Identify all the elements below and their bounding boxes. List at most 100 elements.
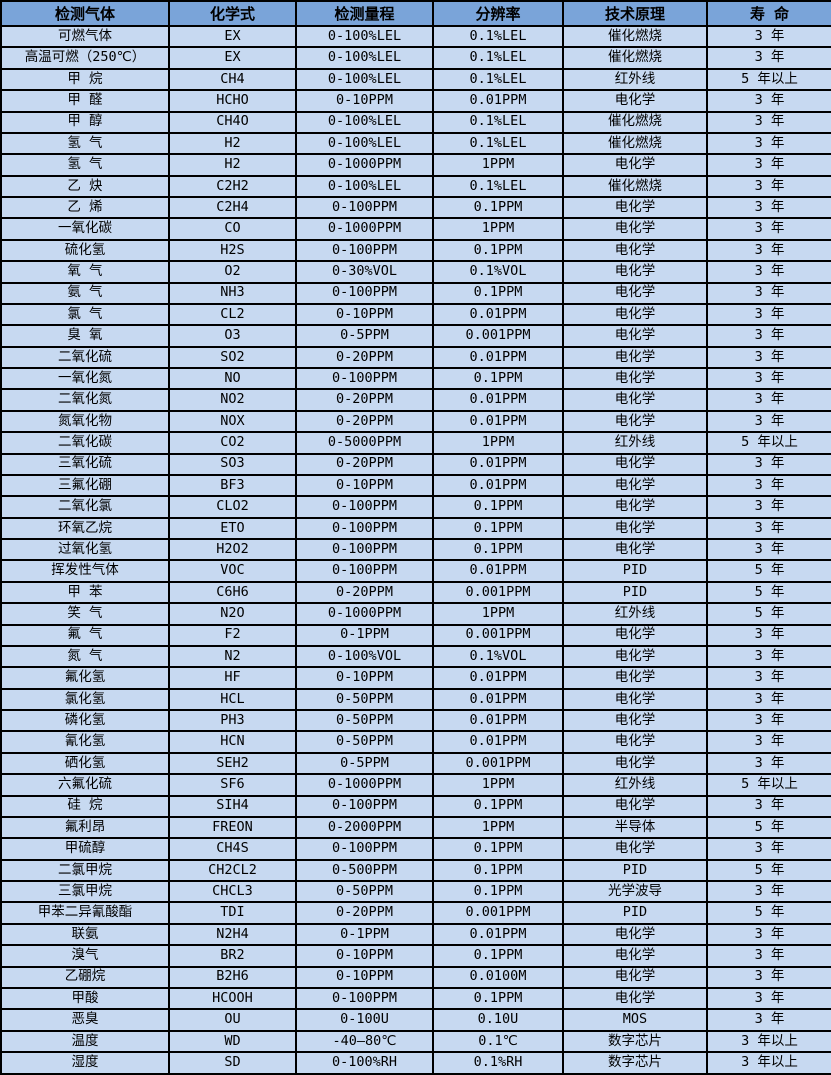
table-row: 三氧化硫 SO3 0-20PPM 0.01PPM 电化学 3 年: [0, 452, 831, 476]
table-row: 联氨 N2H4 0-1PPM 0.01PPM 电化学 3 年: [0, 922, 831, 947]
cell-range: 0-20PPM: [295, 580, 434, 605]
cell-resolution: 0.001PPM: [432, 324, 564, 348]
cell-resolution: 0.1PPM: [432, 281, 564, 305]
cell-lifespan: 5 年以上: [706, 67, 831, 92]
cell-formula: N2O: [168, 602, 297, 626]
cell-lifespan: 3 年: [706, 837, 831, 861]
cell-lifespan: 3 年: [706, 260, 831, 284]
cell-resolution: 0.1%VOL: [432, 260, 564, 284]
cell-resolution: 0.10U: [432, 1008, 564, 1032]
cell-range: 0-500PPM: [295, 858, 434, 883]
table-row: 挥发性气体 VOC 0-100PPM 0.01PPM PID 5 年: [0, 559, 831, 583]
table-body: 可燃气体 EX 0-100%LEL 0.1%LEL 催化燃烧 3 年高温可燃（250℃） E…: [0, 24, 831, 1075]
cell-gas: 氨 气: [0, 281, 170, 305]
cell-lifespan: 3 年: [706, 131, 831, 156]
cell-gas: 二氯甲烷: [0, 858, 170, 883]
cell-gas: 氯 气: [0, 302, 170, 327]
cell-formula: FREON: [168, 815, 297, 840]
cell-formula: HCHO: [168, 89, 297, 113]
cell-principle: 电化学: [562, 537, 708, 562]
cell-gas: 臭 氧: [0, 324, 170, 348]
cell-resolution: 0.01PPM: [432, 452, 564, 476]
cell-lifespan: 3 年: [706, 879, 831, 904]
cell-formula: CO: [168, 217, 297, 241]
cell-lifespan: 3 年: [706, 217, 831, 241]
table-row: 高温可燃（250℃） EX 0-100%LEL 0.1%LEL 催化燃烧 3 年: [0, 46, 831, 70]
cell-principle: 数字芯片: [562, 1029, 708, 1054]
cell-formula: SD: [168, 1051, 297, 1075]
cell-resolution: 0.01PPM: [432, 687, 564, 712]
cell-resolution: 0.0100M: [432, 965, 564, 989]
cell-principle: 电化学: [562, 837, 708, 861]
cell-lifespan: 3 年: [706, 687, 831, 712]
cell-resolution: 0.1PPM: [432, 537, 564, 562]
cell-principle: 电化学: [562, 452, 708, 476]
cell-formula: BF3: [168, 473, 297, 498]
cell-lifespan: 5 年: [706, 901, 831, 925]
cell-resolution: 0.1PPM: [432, 879, 564, 904]
cell-lifespan: 3 年: [706, 302, 831, 327]
column-header-gas: 检测气体: [0, 0, 170, 27]
cell-range: 0-100%LEL: [295, 131, 434, 156]
cell-principle: 电化学: [562, 986, 708, 1011]
cell-principle: 电化学: [562, 281, 708, 305]
cell-lifespan: 3 年: [706, 281, 831, 305]
cell-resolution: 0.1%LEL: [432, 131, 564, 156]
cell-gas: 乙硼烷: [0, 965, 170, 989]
cell-range: 0-10PPM: [295, 944, 434, 968]
cell-range: 0-100PPM: [295, 495, 434, 519]
cell-resolution: 1PPM: [432, 431, 564, 455]
table-row: 乙 炔 C2H2 0-100%LEL 0.1%LEL 催化燃烧 3 年: [0, 174, 831, 199]
cell-gas: 硅 烷: [0, 794, 170, 818]
cell-principle: 电化学: [562, 195, 708, 220]
cell-resolution: 0.1PPM: [432, 366, 564, 391]
column-header-principle: 技术原理: [562, 0, 708, 27]
cell-formula: C2H4: [168, 195, 297, 220]
cell-resolution: 1PPM: [432, 217, 564, 241]
cell-range: 0-100%LEL: [295, 110, 434, 134]
table-row: 溴气 BR2 0-10PPM 0.1PPM 电化学 3 年: [0, 944, 831, 968]
cell-range: 0-10PPM: [295, 302, 434, 327]
cell-lifespan: 3 年: [706, 537, 831, 562]
cell-range: 0-5000PPM: [295, 431, 434, 455]
table-row: 氯 气 CL2 0-10PPM 0.01PPM 电化学 3 年: [0, 302, 831, 327]
cell-gas: 二氧化硫: [0, 345, 170, 370]
cell-range: 0-50PPM: [295, 730, 434, 754]
column-header-range: 检测量程: [295, 0, 434, 27]
cell-lifespan: 3 年: [706, 238, 831, 263]
cell-principle: 电化学: [562, 666, 708, 690]
cell-gas: 六氟化硫: [0, 773, 170, 797]
cell-principle: 电化学: [562, 751, 708, 776]
cell-range: 0-20PPM: [295, 409, 434, 434]
cell-formula: O3: [168, 324, 297, 348]
cell-lifespan: 3 年以上: [706, 1029, 831, 1054]
cell-principle: 电化学: [562, 687, 708, 712]
cell-resolution: 0.1%LEL: [432, 67, 564, 92]
cell-gas: 氢 气: [0, 131, 170, 156]
table-row: 硒化氢 SEH2 0-5PPM 0.001PPM 电化学 3 年: [0, 751, 831, 776]
cell-formula: NO: [168, 366, 297, 391]
cell-gas: 氟利昂: [0, 815, 170, 840]
cell-gas: 氯化氢: [0, 687, 170, 712]
cell-resolution: 0.01PPM: [432, 666, 564, 690]
cell-resolution: 0.01PPM: [432, 708, 564, 733]
table-row: 甲硫醇 CH4S 0-100PPM 0.1PPM 电化学 3 年: [0, 837, 831, 861]
table-row: 甲 醛 HCHO 0-10PPM 0.01PPM 电化学 3 年: [0, 89, 831, 113]
cell-resolution: 0.1PPM: [432, 495, 564, 519]
cell-resolution: 0.1%LEL: [432, 110, 564, 134]
cell-range: 0-100PPM: [295, 195, 434, 220]
cell-range: 0-100%LEL: [295, 174, 434, 199]
table-row: 氯化氢 HCL 0-50PPM 0.01PPM 电化学 3 年: [0, 687, 831, 712]
cell-range: 0-10PPM: [295, 666, 434, 690]
cell-gas: 二氧化氯: [0, 495, 170, 519]
cell-formula: NH3: [168, 281, 297, 305]
cell-principle: 电化学: [562, 238, 708, 263]
cell-principle: PID: [562, 901, 708, 925]
cell-formula: SO3: [168, 452, 297, 476]
cell-lifespan: 5 年以上: [706, 773, 831, 797]
cell-gas: 湿度: [0, 1051, 170, 1075]
cell-gas: 过氧化氢: [0, 537, 170, 562]
cell-formula: EX: [168, 24, 297, 49]
cell-gas: 氧 气: [0, 260, 170, 284]
